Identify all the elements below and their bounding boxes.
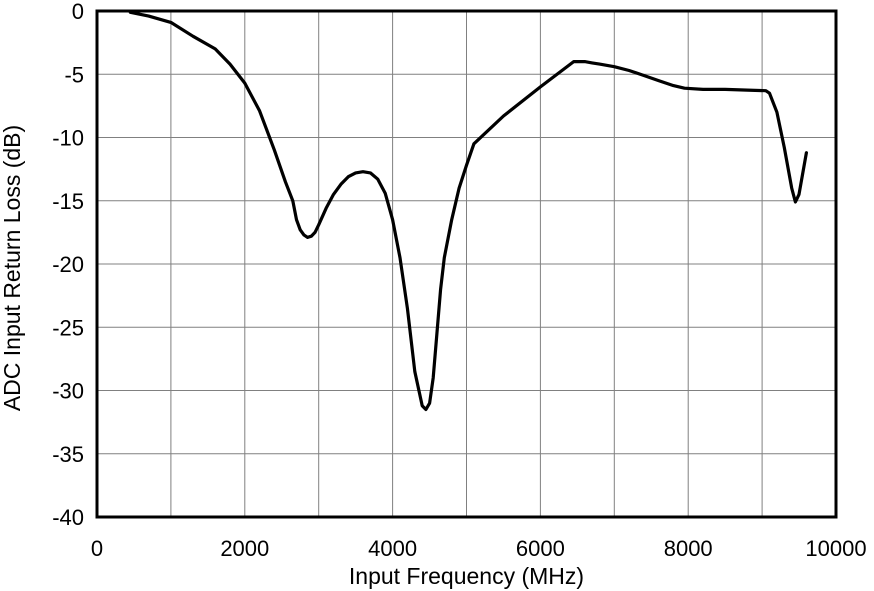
y-tick-label: -35 [52, 442, 84, 467]
x-tick-label: 8000 [664, 536, 713, 561]
plot-area [95, 9, 838, 519]
x-tick-label: 10000 [805, 536, 866, 561]
y-tick-label: -5 [64, 62, 84, 87]
chart-grid [97, 11, 836, 517]
y-tick-label: -10 [52, 126, 84, 151]
y-tick-label: -40 [52, 505, 84, 530]
x-tick-label: 0 [91, 536, 103, 561]
y-tick-label: -15 [52, 189, 84, 214]
y-axis-label: ADC Input Return Loss (dB) [0, 125, 25, 411]
x-tick-label: 6000 [516, 536, 565, 561]
y-tick-label: -30 [52, 379, 84, 404]
y-tick-label: -20 [52, 252, 84, 277]
series-line [128, 10, 808, 412]
series-layer [128, 10, 808, 412]
y-tick-label: -25 [52, 315, 84, 340]
y-axis-ticks: 0 -5 -10 -15 -20 -25 -30 -35 -40 [52, 0, 84, 530]
x-axis-ticks: 0 2000 4000 6000 8000 10000 [91, 536, 867, 561]
x-tick-label: 2000 [220, 536, 269, 561]
x-axis-label: Input Frequency (MHz) [349, 563, 584, 589]
x-tick-label: 4000 [368, 536, 417, 561]
y-tick-label: 0 [72, 0, 84, 24]
